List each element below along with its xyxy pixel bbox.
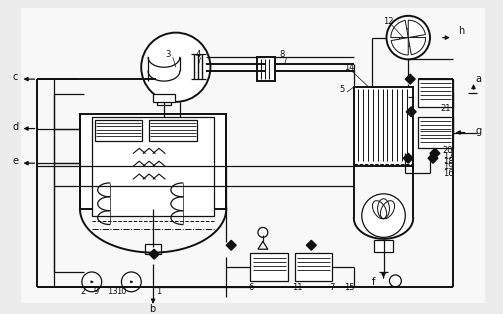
Text: 19: 19 [443,162,453,171]
Text: 17: 17 [443,152,454,161]
Polygon shape [403,153,413,163]
Circle shape [362,194,405,237]
Text: h: h [458,26,464,36]
Text: 18: 18 [443,157,454,166]
Polygon shape [149,249,159,259]
Polygon shape [405,74,415,84]
Bar [149,120,197,141]
Bar [145,244,161,254]
Bar [153,94,175,102]
Text: 13: 13 [107,287,117,296]
Text: 4: 4 [196,50,201,59]
Text: 3: 3 [165,50,171,59]
Text: g: g [475,126,482,136]
Bar [374,240,393,252]
Text: 9: 9 [94,287,99,296]
Circle shape [258,227,268,237]
Circle shape [82,272,102,292]
Text: 5: 5 [339,85,344,95]
Text: 16: 16 [443,169,454,178]
Bar [80,114,226,209]
Text: 6: 6 [248,283,254,292]
Bar [92,117,214,216]
Circle shape [121,272,141,292]
Polygon shape [306,240,316,250]
Polygon shape [406,107,416,117]
Bar [354,87,413,166]
Polygon shape [428,153,438,163]
Text: 14: 14 [344,63,355,72]
Text: f: f [372,277,375,287]
Text: 12: 12 [383,17,394,26]
Text: b: b [149,304,155,314]
Text: 2: 2 [80,287,85,296]
Text: c: c [13,72,18,82]
Bar [295,253,332,281]
Bar [157,97,171,105]
Circle shape [389,275,401,287]
Polygon shape [430,148,440,158]
Text: 7: 7 [329,283,334,292]
Circle shape [399,29,417,46]
Wedge shape [408,20,426,38]
Text: 10: 10 [117,287,127,296]
Text: d: d [13,122,19,132]
Wedge shape [408,38,426,55]
Text: 20: 20 [443,146,453,155]
Bar [257,57,275,81]
Text: 8: 8 [280,50,285,59]
Bar [95,120,142,141]
Bar [418,79,453,107]
Wedge shape [391,38,408,55]
Bar [250,253,288,281]
Text: 21: 21 [441,104,451,113]
Wedge shape [391,20,408,38]
Text: e: e [13,156,19,166]
Text: 1: 1 [156,287,161,296]
Circle shape [141,33,210,102]
Text: a: a [475,74,481,84]
Text: 11: 11 [293,283,303,292]
Circle shape [386,16,430,59]
Text: 15: 15 [344,283,355,292]
Polygon shape [226,240,236,250]
Bar [418,117,453,148]
